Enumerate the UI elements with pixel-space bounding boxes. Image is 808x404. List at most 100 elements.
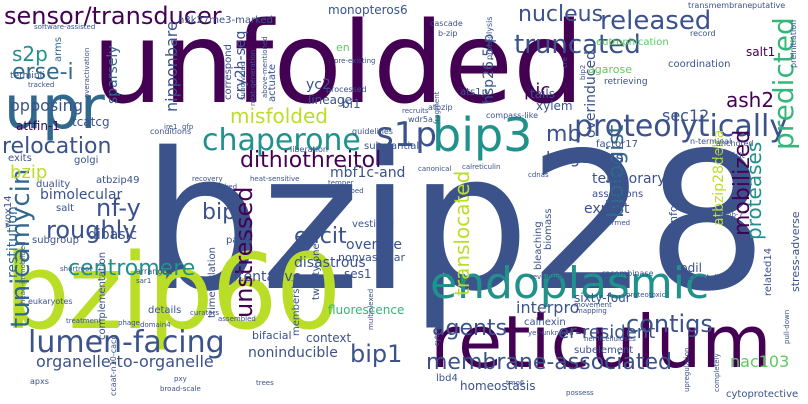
word: treatment [66,317,102,325]
word: constellation [688,273,740,282]
word: sar1 [136,277,152,285]
word: stress-adverse [789,211,802,292]
word: record [690,29,716,38]
word: compass-like [486,111,539,120]
word: cascade [430,19,463,28]
word: heat-sensitive [250,175,300,183]
word: processed [326,85,367,94]
word: sensor/transducer [4,2,222,30]
word: assembled [218,315,256,323]
word: ire1 [164,123,178,131]
word: multiplexed [367,288,375,330]
word: malformed [592,219,631,227]
word: temper [328,179,354,187]
word: elicit [294,224,347,249]
word: domain4 [140,321,171,329]
word: completely [713,353,721,392]
word: substantial [364,141,420,152]
word: upregulation [683,347,691,392]
word: hemicelluloses [584,335,636,343]
word: unfolded [92,0,585,129]
word: tcatcg [72,115,110,129]
word: noninducible [248,345,338,361]
word: correspond [223,44,234,100]
word: yet-unknown [528,329,574,337]
word: misfolded [230,104,328,128]
word: attfin-1 [16,119,60,133]
word: endoplasmic [430,258,710,309]
word: fluorescence [328,303,405,317]
word: arranged [136,267,173,276]
word: golgi [74,155,99,166]
word: arms [53,36,64,62]
word: blocked [210,183,238,191]
word: cytoprotective [726,389,799,400]
word: curators [190,309,220,317]
word: mapping [576,307,607,315]
word: cdnas [528,171,549,179]
word: relocation [2,134,112,159]
word: recombinase [602,269,654,278]
word: duality [36,179,71,190]
word: pic [524,80,551,101]
word: s2p [12,42,48,66]
word: biomass [543,208,554,250]
word: translocated [450,170,474,296]
word: context [306,331,352,345]
word: putative [752,1,786,10]
word: bifacial [252,329,292,342]
word: en [336,41,350,54]
word: nac103 [730,352,790,371]
word: contigs [626,310,713,338]
word: atbzip49 [96,175,140,186]
word: temporary [592,171,666,187]
word: pxy [174,375,187,383]
word: ses1 [344,267,372,281]
word: guidelines [352,127,393,136]
word: upr [4,73,105,143]
word: sixty-four [574,291,631,305]
word: membership [291,273,302,336]
word: pdil [680,261,702,275]
word: expert [584,201,630,217]
word: twenty-one [311,243,322,300]
word: bip [202,200,237,225]
word: agarose [588,63,632,76]
word: eutrophication [596,37,669,48]
word: bip2 [579,64,587,80]
word: nucleus [518,2,604,27]
word: fragment [433,91,441,124]
word: bleaching [533,221,544,270]
word: trimethylation [207,247,218,318]
word: organelle-to-organelle [36,352,214,371]
word: apxs [30,377,49,386]
word: truncated [514,30,641,60]
word: exits [8,153,32,164]
word: transmembrane [688,1,753,10]
word: nf-y [96,194,141,222]
word: proteolysis [485,16,494,60]
word: lineage [308,93,353,107]
word: mb [546,122,582,147]
word: subdivided [239,61,247,100]
word: chaperone [202,123,361,158]
word: subelement [574,345,634,356]
word: factor17 [596,139,639,150]
word: sec12 [662,106,710,125]
word: terminii [10,71,45,81]
word: er-resident [558,322,656,343]
word: centromere [68,256,196,281]
word: recovery [192,175,223,183]
word: possess [566,389,594,397]
word: tracked [28,81,55,89]
word: dibasic [88,227,138,243]
word: nonvascular [338,251,405,264]
word: canonical [418,165,452,173]
word: bzip60 [4,231,342,353]
word: salt1 [746,45,776,59]
word: bip3 [432,108,533,162]
word: complementation [97,251,108,340]
word: atbzip [428,103,453,112]
word: salt [56,203,75,214]
word: sparsely [105,45,121,104]
